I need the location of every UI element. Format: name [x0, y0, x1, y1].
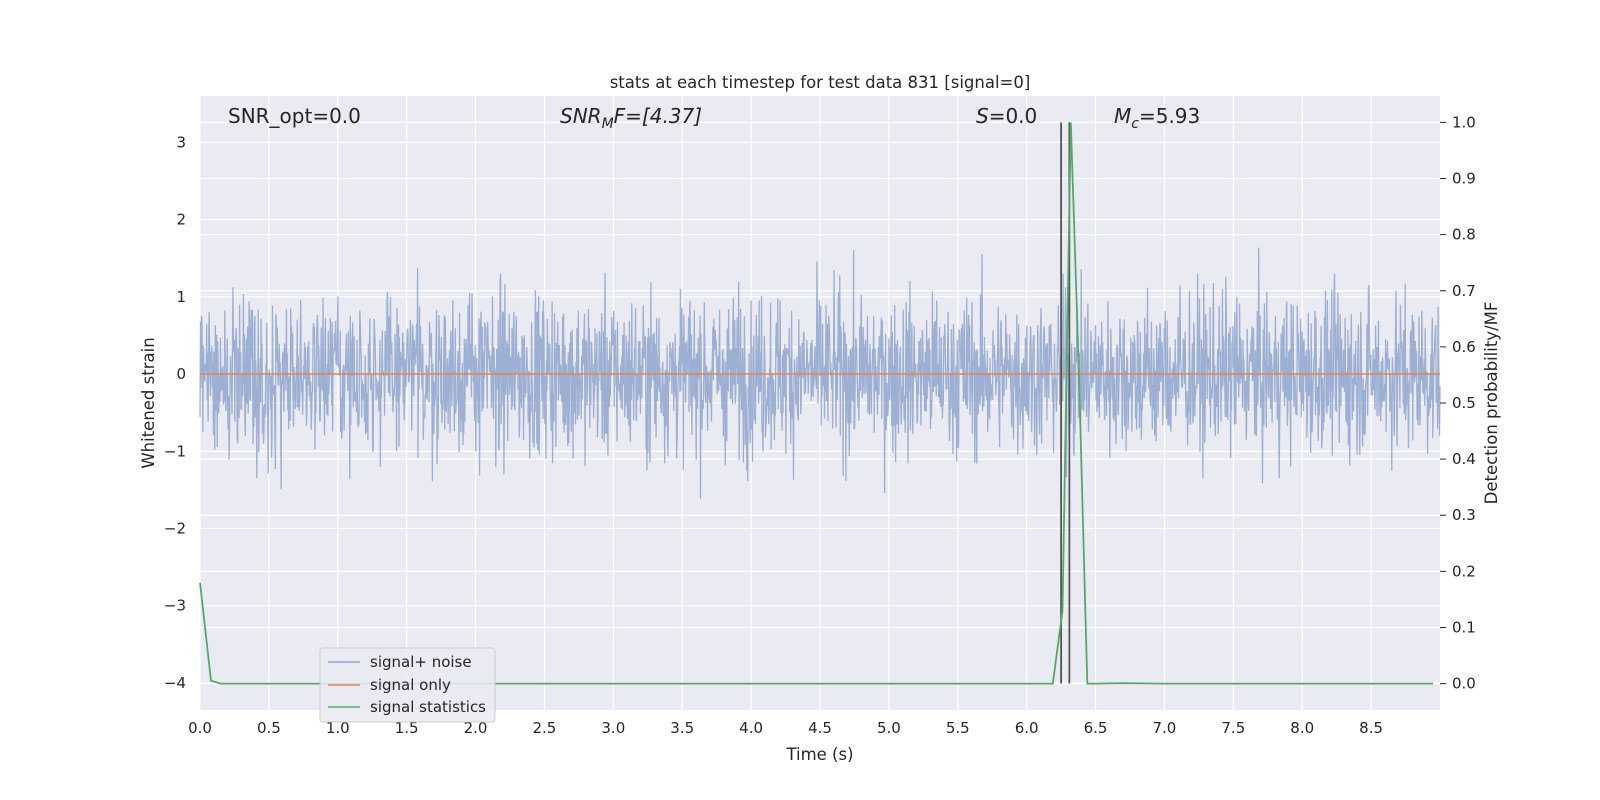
left-y-tick-label: 1 [176, 288, 186, 306]
annotation-s: S=0.0 [976, 104, 1037, 128]
left-y-axis-label: Whitened strain [139, 337, 158, 468]
chart-title: stats at each timestep for test data 831… [610, 73, 1031, 92]
x-tick-label: 4.0 [739, 719, 763, 737]
x-tick-label: 5.5 [946, 719, 970, 737]
legend-label-signal-only: signal only [370, 676, 451, 694]
left-y-tick-label: −4 [164, 674, 186, 692]
left-y-tick-label: 3 [176, 133, 186, 151]
mc-sub: c [1131, 116, 1139, 132]
right-y-tick-label: 0.9 [1452, 170, 1476, 188]
s-label: S [976, 104, 989, 128]
left-y-tick-label: −2 [164, 520, 186, 538]
x-tick-label: 6.0 [1015, 719, 1039, 737]
annotation-snr-opt: SNR_opt=0.0 [228, 104, 361, 128]
x-tick-label: 0.5 [257, 719, 281, 737]
legend-label-signal-statistics: signal statistics [370, 698, 486, 716]
x-axis: 0.0 0.5 1.0 1.5 2.0 2.5 3.0 3.5 4.0 4.5 5.0 5.5 6.0 6… [188, 719, 1383, 737]
right-y-tick-label: 0.7 [1452, 282, 1476, 300]
left-y-axis: 3 2 1 0 −1 −2 −3 −4 [164, 133, 186, 692]
mc-value: =5.93 [1139, 104, 1200, 128]
right-y-tick-label: 0.5 [1452, 394, 1476, 412]
right-y-tick-label: 0.0 [1452, 675, 1476, 693]
right-y-tick-label: 0.6 [1452, 338, 1476, 356]
mc-base: M [1114, 104, 1131, 128]
right-y-tick-label: 0.2 [1452, 562, 1476, 580]
x-tick-label: 7.5 [1221, 719, 1245, 737]
x-tick-label: 2.0 [464, 719, 488, 737]
x-tick-label: 8.0 [1290, 719, 1314, 737]
legend-box [319, 647, 496, 723]
x-tick-label: 7.0 [1153, 719, 1177, 737]
right-y-tick-label: 0.8 [1452, 226, 1476, 244]
right-y-axis-label: Detection probability/MF [1482, 302, 1501, 505]
left-y-tick-label: −1 [164, 442, 186, 460]
x-tick-label: 2.5 [533, 719, 557, 737]
x-tick-label: 3.0 [601, 719, 625, 737]
x-tick-label: 3.5 [670, 719, 694, 737]
x-axis-label: Time (s) [785, 745, 853, 764]
legend: signal+ noise signal only signal statist… [319, 647, 496, 723]
s-value: =0.0 [989, 104, 1038, 128]
x-tick-label: 4.5 [808, 719, 832, 737]
right-y-tick-label: 0.1 [1452, 618, 1476, 636]
snr-mf-rest: F=[4.37] [614, 104, 702, 128]
snr-mf-sub: M [602, 116, 614, 132]
left-y-tick-label: 2 [176, 211, 186, 229]
right-y-axis: 1.0 0.9 0.8 0.7 0.6 0.5 0.4 0.3 0.2 0.1 0.0 [1440, 113, 1476, 693]
x-tick-label: 6.5 [1084, 719, 1108, 737]
x-tick-label: 1.0 [326, 719, 350, 737]
x-tick-label: 1.5 [395, 719, 419, 737]
left-y-tick-label: 0 [176, 365, 186, 383]
x-tick-label: 5.0 [877, 719, 901, 737]
left-y-tick-label: −3 [164, 597, 186, 615]
annotation-mc: Mc=5.93 [1114, 104, 1200, 132]
right-y-tick-label: 1.0 [1452, 113, 1476, 131]
annotation-snr-mf: SNRMF=[4.37] [560, 104, 702, 132]
x-tick-label: 0.0 [188, 719, 212, 737]
right-y-tick-label: 0.3 [1452, 506, 1476, 524]
legend-label-signal-noise: signal+ noise [370, 653, 472, 671]
snr-mf-base: SNR [560, 104, 602, 128]
line-series [199, 122, 1440, 685]
right-y-tick-label: 0.4 [1452, 450, 1476, 468]
signal-statistics-line [199, 122, 1434, 685]
x-tick-label: 8.5 [1359, 719, 1383, 737]
